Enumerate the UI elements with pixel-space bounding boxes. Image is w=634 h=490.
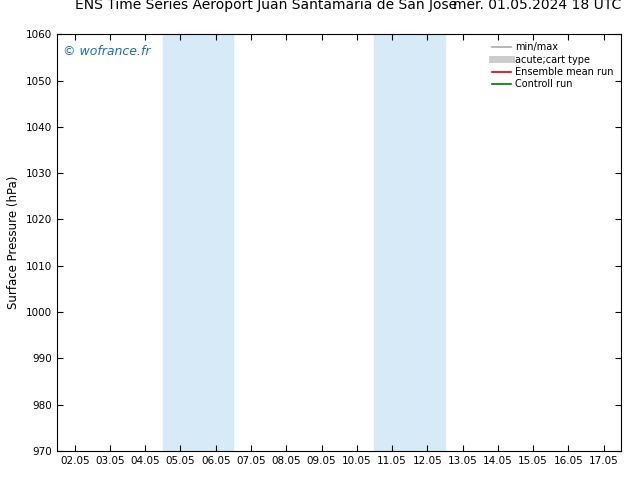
Bar (375, 34, 445, 451)
Text: © wofrance.fr: © wofrance.fr (63, 45, 150, 58)
Text: mer. 01.05.2024 18 UTC: mer. 01.05.2024 18 UTC (453, 0, 621, 12)
Bar (163, 34, 233, 451)
Legend: min/max, acute;cart type, Ensemble mean run, Controll run: min/max, acute;cart type, Ensemble mean … (489, 39, 616, 92)
Y-axis label: Surface Pressure (hPa): Surface Pressure (hPa) (8, 176, 20, 309)
Text: ENS Time Series Aéroport Juan Santamaría de San José: ENS Time Series Aéroport Juan Santamaría… (75, 0, 457, 12)
